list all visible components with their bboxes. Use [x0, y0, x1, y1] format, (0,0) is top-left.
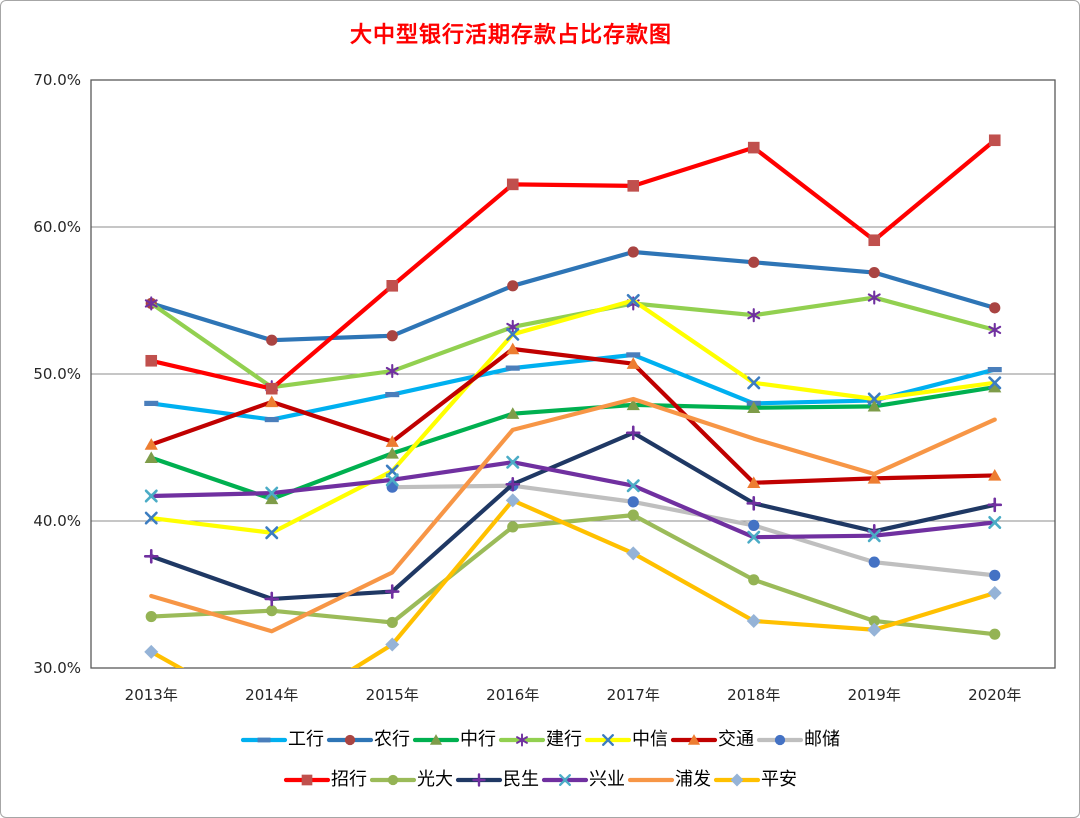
- series-minsheng: [143, 425, 1003, 607]
- legend-label-cmb: 招行: [331, 769, 367, 790]
- x-axis-tick-label: 2017年: [607, 686, 660, 704]
- series-ceb: [145, 509, 1001, 640]
- legend-item-psbc: 邮储: [756, 731, 840, 749]
- y-axis-tick-label: 60.0%: [33, 218, 81, 236]
- series-bocom: [144, 342, 1002, 488]
- legend-swatch-citic-icon: [584, 734, 632, 746]
- legend-label-ccb: 建行: [546, 729, 582, 750]
- legend-swatch-cib-icon: [541, 774, 589, 786]
- series-line-minsheng: [149, 430, 997, 602]
- x-axis-tick-label: 2016年: [486, 686, 539, 704]
- legend-row-2: 招行 光大 民生 兴业 浦发 平安: [1, 771, 1079, 789]
- legend-item-icbc: 工行: [240, 731, 324, 749]
- x-axis-tick-label: 2014年: [245, 686, 298, 704]
- legend-swatch-boc-icon: [412, 734, 460, 745]
- legend-item-ceb: 光大: [369, 771, 453, 789]
- x-axis-tick-label: 2018年: [727, 686, 780, 704]
- x-axis-tick-label: 2015年: [366, 686, 419, 704]
- x-axis-tick-label: 2019年: [848, 686, 901, 704]
- legend-label-citic: 中信: [632, 729, 668, 750]
- series-line-abc: [149, 249, 997, 343]
- legend-label-abc: 农行: [374, 729, 410, 750]
- series-line-citic: [149, 298, 997, 535]
- legend-item-citic: 中信: [584, 731, 668, 749]
- legend-swatch-bocom-icon: [670, 734, 718, 745]
- y-axis-tick-label: 70.0%: [33, 71, 81, 89]
- series-line-cib: [149, 460, 997, 540]
- legend-item-ccb: 建行: [498, 731, 582, 749]
- series-line-cmb: [149, 138, 997, 391]
- y-axis-tick-label: 30.0%: [33, 659, 81, 677]
- legend-swatch-cmb-icon: [283, 774, 331, 786]
- series-pingan: [144, 493, 1002, 668]
- legend-label-bocom: 交通: [718, 729, 754, 750]
- legend-label-icbc: 工行: [288, 729, 324, 750]
- legend-swatch-abc-icon: [326, 734, 374, 746]
- legend-swatch-psbc-icon: [756, 734, 804, 746]
- legend-swatch-ceb-icon: [369, 774, 417, 786]
- legend-label-cib: 兴业: [589, 769, 625, 790]
- legend-item-abc: 农行: [326, 731, 410, 749]
- legend-item-boc: 中行: [412, 731, 496, 749]
- legend-item-spdb: 浦发: [627, 771, 711, 789]
- x-axis-tick-label: 2013年: [125, 686, 178, 704]
- x-axis-tick-label: 2020年: [968, 686, 1021, 704]
- y-axis-tick-label: 50.0%: [33, 365, 81, 383]
- series-line-spdb: [149, 396, 997, 634]
- y-axis-tick-label: 40.0%: [33, 512, 81, 530]
- series-cmb: [145, 134, 1001, 395]
- legend-row-1: 工行 农行 中行 建行 中信 交通 邮储: [1, 731, 1079, 749]
- series-line-icbc: [149, 352, 997, 422]
- legend-item-pingan: 平安: [713, 771, 797, 789]
- legend-swatch-spdb-icon: [627, 777, 675, 783]
- chart-title: 大中型银行活期存款占比存款图: [349, 22, 672, 48]
- series-line-ceb: [149, 513, 997, 637]
- legend-label-minsheng: 民生: [503, 769, 539, 790]
- series-citic: [144, 294, 1002, 540]
- legend-item-minsheng: 民生: [455, 771, 539, 789]
- legend-swatch-pingan-icon: [713, 773, 761, 787]
- legend-label-spdb: 浦发: [675, 769, 711, 790]
- legend-swatch-minsheng-icon: [455, 773, 503, 787]
- series-cib: [144, 455, 1002, 544]
- legend-swatch-icbc-icon: [240, 737, 288, 743]
- legend-item-cib: 兴业: [541, 771, 625, 789]
- legend-item-bocom: 交通: [670, 731, 754, 749]
- series-line-bocom: [149, 346, 997, 485]
- series-line-pingan: [149, 498, 997, 668]
- legend-item-cmb: 招行: [283, 771, 367, 789]
- legend-label-boc: 中行: [460, 729, 496, 750]
- legend-swatch-ccb-icon: [498, 733, 546, 747]
- series-line-ccb: [149, 295, 997, 390]
- legend-label-ceb: 光大: [417, 769, 453, 790]
- series-spdb: [149, 396, 997, 634]
- legend-label-pingan: 平安: [761, 769, 797, 790]
- plot-border: [90, 79, 1056, 669]
- legend-label-psbc: 邮储: [804, 729, 840, 750]
